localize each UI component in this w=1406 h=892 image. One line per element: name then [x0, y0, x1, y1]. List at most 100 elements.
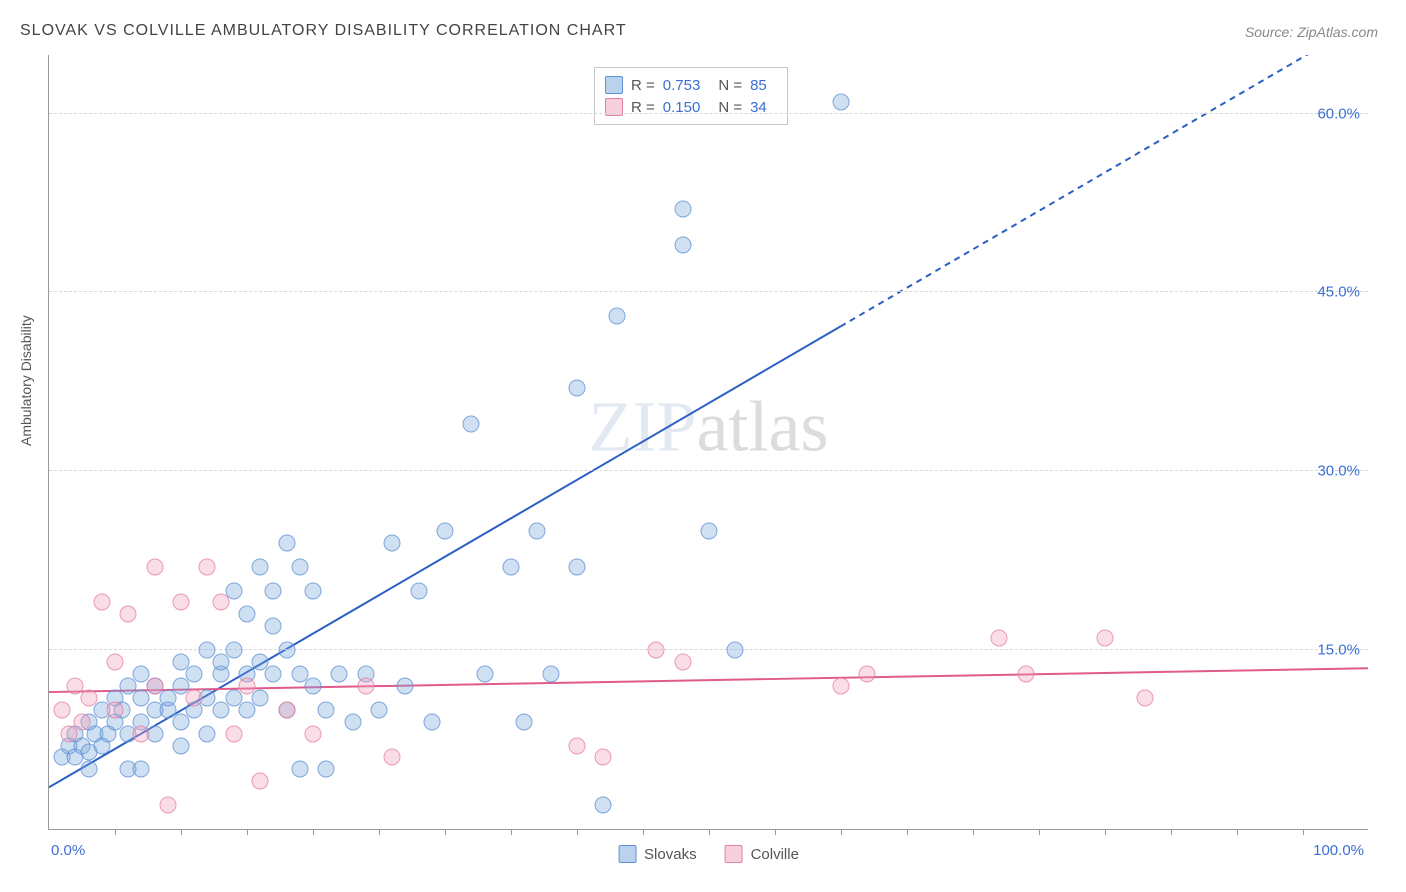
x-tick — [247, 829, 248, 835]
x-tick — [973, 829, 974, 835]
data-point — [305, 582, 322, 599]
data-point — [239, 606, 256, 623]
data-point — [397, 677, 414, 694]
y-tick-label: 30.0% — [1317, 463, 1360, 480]
y-tick-label: 45.0% — [1317, 284, 1360, 301]
data-point — [384, 534, 401, 551]
y-axis-label: Ambulatory Disability — [18, 315, 34, 446]
stats-row-slovaks: R = 0.753 N = 85 — [605, 74, 777, 96]
data-point — [173, 594, 190, 611]
data-point — [569, 558, 586, 575]
x-tick — [775, 829, 776, 835]
x-tick — [1105, 829, 1106, 835]
data-point — [529, 522, 546, 539]
x-tick — [841, 829, 842, 835]
data-point — [1136, 689, 1153, 706]
data-point — [159, 797, 176, 814]
x-tick — [907, 829, 908, 835]
watermark: ZIPatlas — [589, 385, 829, 468]
x-tick — [709, 829, 710, 835]
x-tick — [577, 829, 578, 835]
source-label: Source: ZipAtlas.com — [1245, 24, 1378, 40]
data-point — [265, 666, 282, 683]
data-point — [648, 642, 665, 659]
data-point — [252, 773, 269, 790]
x-tick — [643, 829, 644, 835]
data-point — [384, 749, 401, 766]
data-point — [291, 558, 308, 575]
data-point — [437, 522, 454, 539]
data-point — [701, 522, 718, 539]
x-tick-label: 0.0% — [51, 842, 85, 859]
data-point — [186, 689, 203, 706]
stats-legend: R = 0.753 N = 85 R = 0.150 N = 34 — [594, 67, 788, 125]
data-point — [674, 201, 691, 218]
gridline — [49, 649, 1368, 650]
data-point — [212, 594, 229, 611]
data-point — [344, 713, 361, 730]
y-tick-label: 60.0% — [1317, 105, 1360, 122]
data-point — [80, 689, 97, 706]
data-point — [54, 701, 71, 718]
data-point — [991, 630, 1008, 647]
data-point — [225, 642, 242, 659]
data-point — [239, 701, 256, 718]
data-point — [199, 725, 216, 742]
gridline — [49, 291, 1368, 292]
data-point — [146, 677, 163, 694]
data-point — [859, 666, 876, 683]
data-point — [107, 654, 124, 671]
data-point — [423, 713, 440, 730]
data-point — [503, 558, 520, 575]
x-tick — [1171, 829, 1172, 835]
legend-item-slovaks: Slovaks — [618, 845, 697, 863]
data-point — [595, 797, 612, 814]
data-point — [74, 713, 91, 730]
x-axis-legend: Slovaks Colville — [618, 845, 799, 863]
plot-area: ZIPatlas R = 0.753 N = 85 R = 0.150 N = … — [48, 55, 1368, 830]
legend-swatch-blue-icon — [618, 845, 636, 863]
watermark-atlas: atlas — [697, 386, 829, 466]
data-point — [476, 666, 493, 683]
data-point — [173, 737, 190, 754]
chart-title: SLOVAK VS COLVILLE AMBULATORY DISABILITY… — [20, 22, 627, 40]
data-point — [120, 606, 137, 623]
data-point — [727, 642, 744, 659]
legend-label-colville: Colville — [751, 846, 799, 863]
data-point — [357, 677, 374, 694]
data-point — [252, 558, 269, 575]
data-point — [252, 689, 269, 706]
gridline — [49, 470, 1368, 471]
data-point — [318, 761, 335, 778]
x-tick — [115, 829, 116, 835]
data-point — [569, 379, 586, 396]
gridline — [49, 113, 1368, 114]
swatch-blue-icon — [605, 76, 623, 94]
data-point — [265, 582, 282, 599]
data-point — [60, 725, 77, 742]
data-point — [278, 534, 295, 551]
legend-label-slovaks: Slovaks — [644, 846, 697, 863]
x-tick — [181, 829, 182, 835]
data-point — [516, 713, 533, 730]
data-point — [291, 761, 308, 778]
stat-n-value-slovaks: 85 — [750, 77, 767, 94]
data-point — [542, 666, 559, 683]
data-point — [674, 236, 691, 253]
legend-swatch-pink-icon — [725, 845, 743, 863]
data-point — [674, 654, 691, 671]
data-point — [833, 677, 850, 694]
data-point — [305, 677, 322, 694]
x-tick — [511, 829, 512, 835]
data-point — [107, 701, 124, 718]
data-point — [212, 654, 229, 671]
stat-n-label: N = — [718, 77, 742, 94]
data-point — [1017, 666, 1034, 683]
stat-r-label: R = — [631, 77, 655, 94]
data-point — [410, 582, 427, 599]
data-point — [225, 725, 242, 742]
data-point — [833, 93, 850, 110]
data-point — [186, 666, 203, 683]
data-point — [212, 701, 229, 718]
data-point — [80, 761, 97, 778]
